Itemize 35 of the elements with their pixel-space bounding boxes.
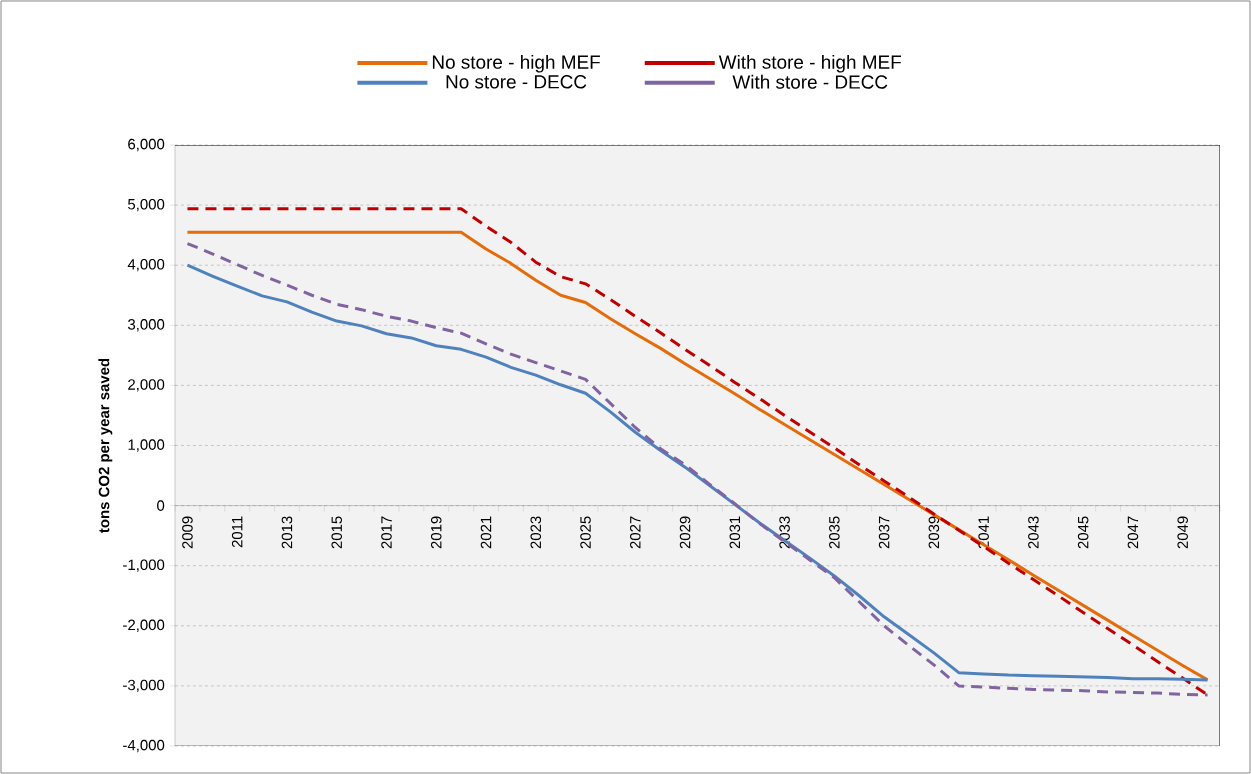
x-tick-label: 2011	[231, 516, 243, 548]
x-tick-label: 2009	[182, 516, 193, 549]
y-tick-label: -2,000	[123, 619, 165, 632]
legend-label: No store - DECC	[446, 75, 587, 89]
y-tick-label: 4,000	[127, 259, 165, 272]
y-tick-label: 6,000	[128, 138, 165, 152]
x-tick-label: 2049	[1177, 516, 1188, 549]
x-tick-label: 2043	[1028, 516, 1039, 549]
legend-label: With store - high MEF	[718, 54, 901, 73]
x-tick-label: 2017	[381, 516, 392, 549]
y-axis-title: tons CO2 per year saved	[98, 358, 113, 533]
legend-label: With store - DECC	[732, 74, 888, 89]
y-tick-label: -4,000	[123, 739, 165, 753]
x-tick-label: 2027	[630, 516, 641, 549]
y-tick-label: 3,000	[127, 319, 165, 332]
x-tick-label: 2019	[430, 516, 442, 549]
legend-label: No store - high MEF	[432, 54, 600, 73]
y-tick-label: -3,000	[123, 679, 165, 693]
x-tick-label: 2023	[530, 516, 542, 549]
x-tick-label: 2047	[1127, 516, 1139, 549]
x-tick-label: 2029	[679, 516, 691, 549]
x-tick-label: 2045	[1077, 516, 1089, 549]
x-tick-label: 2039	[928, 516, 940, 549]
x-tick-label: 2021	[480, 516, 492, 549]
x-tick-label: 2031	[729, 516, 741, 549]
y-tick-label: 5,000	[128, 198, 165, 212]
y-tick-label: 0	[157, 500, 165, 511]
y-tick-label: -1,000	[123, 559, 165, 572]
y-tick-label: 1,000	[128, 439, 165, 452]
x-tick-label: 2035	[829, 516, 840, 549]
x-tick-label: 2013	[281, 516, 293, 549]
y-tick-label: 2,000	[128, 379, 165, 392]
x-tick-label: 2037	[878, 516, 890, 549]
x-tick-label: 2015	[331, 516, 343, 549]
x-tick-label: 2025	[580, 516, 591, 549]
